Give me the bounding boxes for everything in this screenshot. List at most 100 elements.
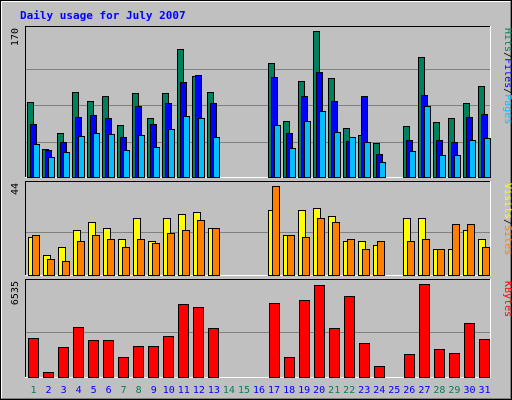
x-tick-label-day-20: 20 [313,385,325,396]
sites-bar-day-26 [407,241,415,276]
kbytes-bar-day-17 [269,303,280,378]
kbytes-bar-day-31 [479,339,490,378]
x-tick-label-day-14: 14 [223,385,235,396]
pages-bar-day-26 [409,151,416,178]
kbytes-bar-day-29 [449,353,460,378]
kbytes-bar-day-30 [464,323,475,378]
sites-bar-day-13 [212,228,220,276]
sites-bar-day-11 [182,230,190,276]
x-tick-label-day-28: 28 [433,385,445,396]
sites-bar-day-31 [482,247,490,276]
pages-bar-day-10 [168,129,175,178]
kbytes-bar-day-27 [419,284,430,378]
pages-bar-day-18 [289,148,296,178]
kbytes-bar-day-2 [43,372,54,378]
pages-bar-day-2 [48,157,55,178]
pages-bar-day-19 [304,121,311,178]
kbytes-bar-day-18 [284,357,295,378]
kbytes-bar-day-1 [28,338,39,378]
x-tick-label-day-10: 10 [163,385,175,396]
sites-bar-day-18 [287,235,295,276]
sites-bar-day-5 [92,235,100,276]
x-tick-label-day-17: 17 [268,385,280,396]
x-axis-day-labels: 1 2 3 4 5 6 7 8 9 10 11 12 13 14 15 16 17 18 19 20 21 22 23 24 2… [30,385,490,396]
pages-bar-day-9 [153,147,160,178]
x-tick-label-day-22: 22 [343,385,355,396]
y-axis-max-label: 44 [10,183,21,195]
series-pages [33,106,491,178]
pages-bar-day-8 [138,135,145,178]
sites-bar-day-12 [197,220,205,276]
pages-bar-day-6 [108,134,115,178]
x-tick-label-day-1: 1 [30,385,36,396]
pages-bar-day-3 [63,152,70,178]
sites-bar-day-7 [122,247,130,276]
x-tick-label-day-16: 16 [253,385,265,396]
x-tick-label-day-18: 18 [283,385,295,396]
pages-bar-day-1 [33,144,40,178]
sites-bar-day-8 [137,239,145,276]
legend-item: / [502,52,512,58]
kbytes-bar-day-22 [344,296,355,378]
kbytes-bar-day-3 [58,347,69,378]
pages-bar-day-23 [364,142,371,178]
x-tick-label-day-12: 12 [193,385,205,396]
x-tick-label-day-25: 25 [388,385,400,396]
legend-item: Files [502,58,512,88]
pages-bar-day-7 [123,150,130,178]
x-tick-label-day-27: 27 [418,385,430,396]
kbytes-bar-day-10 [163,336,174,378]
pages-bar-day-27 [424,106,431,178]
legend-panel-3: KBytes [502,281,512,317]
sites-bar-day-9 [152,243,160,276]
legend-item: KBytes [502,281,512,317]
x-tick-label-day-2: 2 [45,385,51,396]
kbytes-bar-day-8 [133,346,144,378]
kbytes-bar-day-19 [299,300,310,378]
kbytes-bar-day-20 [314,285,325,378]
chart-panel-3: 6535 KBytes [10,279,512,378]
y-axis-max-label: 6535 [10,281,21,305]
legend-panel-1: Hits/Files/Pages [502,28,512,124]
sites-bar-day-23 [362,249,370,276]
x-tick-label-day-21: 21 [328,385,340,396]
pages-bar-day-30 [469,140,476,178]
x-tick-label-day-7: 7 [121,385,127,396]
kbytes-bar-day-13 [208,328,219,378]
x-tick-label-day-19: 19 [298,385,310,396]
x-tick-label-day-29: 29 [448,385,460,396]
kbytes-bar-day-23 [359,343,370,378]
pages-bar-day-17 [274,125,281,178]
chart-panel-2: 44 Visits/Sites [10,181,512,276]
chart-panel-1: 170 Hits/Files/Pages [10,26,512,178]
kbytes-bar-day-12 [193,307,204,378]
x-tick-label-day-26: 26 [403,385,415,396]
pages-bar-day-11 [183,116,190,178]
sites-bar-day-20 [317,218,325,276]
legend-item: Hits [502,28,512,52]
legend-item: / [502,88,512,94]
x-tick-label-day-24: 24 [373,385,385,396]
kbytes-bar-day-28 [434,349,445,378]
x-tick-label-day-3: 3 [61,385,67,396]
x-tick-label-day-15: 15 [238,385,250,396]
kbytes-bar-day-6 [103,340,114,378]
pages-bar-day-5 [93,133,100,178]
x-tick-label-day-31: 31 [478,385,490,396]
x-tick-label-day-23: 23 [358,385,370,396]
pages-bar-day-31 [484,138,491,178]
series-sites [32,186,490,276]
x-tick-label-day-8: 8 [136,385,142,396]
kbytes-bar-day-7 [118,357,129,378]
pages-bar-day-21 [334,132,341,178]
sites-bar-day-6 [107,239,115,276]
sites-bar-day-19 [302,237,310,276]
pages-bar-day-29 [454,155,461,178]
kbytes-bar-day-5 [88,340,99,378]
sites-bar-day-28 [437,249,445,276]
x-tick-label-day-30: 30 [463,385,475,396]
sites-bar-day-3 [62,261,70,276]
kbytes-bar-day-9 [148,346,159,378]
